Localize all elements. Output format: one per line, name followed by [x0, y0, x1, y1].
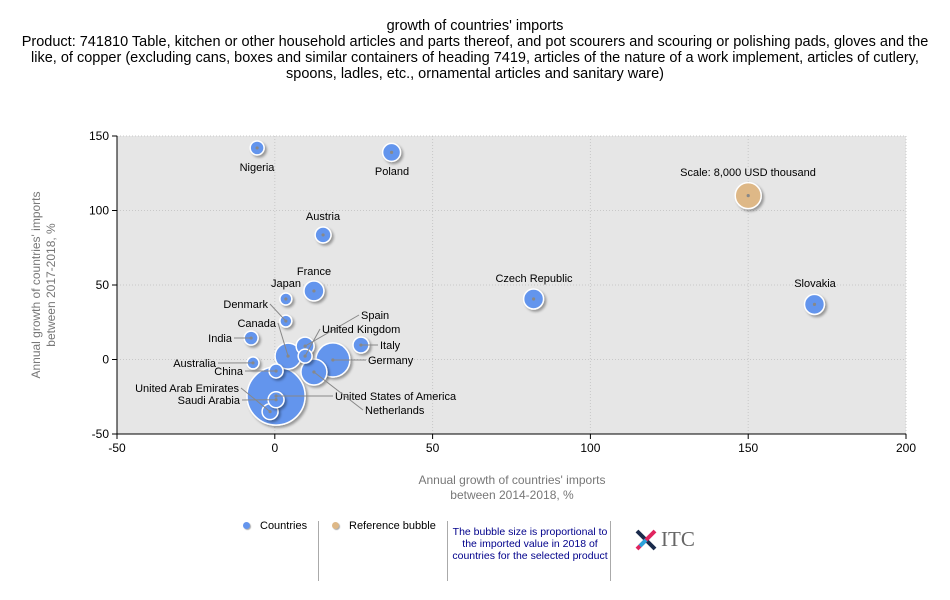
x-tick-label: 150 — [738, 441, 758, 455]
bubble-label: Austria — [306, 211, 341, 223]
y-tick-label: -50 — [92, 427, 110, 441]
x-tick-label: 0 — [271, 441, 278, 455]
bubble-center-dot — [255, 146, 259, 150]
bubble-label: Scale: 8,000 USD thousand — [680, 167, 816, 179]
bubble-center-dot — [284, 297, 288, 301]
bubble-label: Czech Republic — [495, 273, 573, 285]
legend-divider — [610, 521, 611, 581]
y-tick-label: 150 — [89, 129, 109, 143]
chart-title-block: growth of countries' imports Product: 74… — [20, 18, 930, 82]
label-leader-line — [277, 322, 289, 357]
legend-reference-label: Reference bubble — [349, 520, 436, 532]
bubble-label: United Kingdom — [322, 324, 400, 336]
bubble-center-dot — [389, 150, 394, 154]
y-tick-label: 100 — [89, 204, 109, 218]
bubble-label: France — [297, 266, 331, 278]
bubble-label: United Arab Emirates — [135, 383, 239, 395]
label-leader-line — [304, 314, 360, 347]
bubble-label: China — [214, 366, 244, 378]
bubble-center-dot — [812, 302, 817, 306]
label-leader-line — [304, 328, 321, 357]
label-leader-line — [313, 371, 364, 411]
bubble-label: Saudi Arabia — [178, 395, 241, 407]
bubble-label: Spain — [361, 310, 389, 322]
x-tick-label: 100 — [580, 441, 600, 455]
countries-legend-marker — [243, 522, 250, 529]
bubble-label: Germany — [368, 355, 414, 367]
legend-reference[interactable]: Reference bubble — [332, 520, 436, 532]
y-axis-label: Annual growth of countries' importsbetwe… — [29, 191, 58, 378]
legend-divider — [447, 521, 448, 581]
legend-countries[interactable]: Countries — [243, 520, 307, 532]
bubble-label: Italy — [380, 340, 401, 352]
bubble-label: Australia — [173, 358, 217, 370]
legend-divider — [318, 521, 319, 581]
itc-logo: ITC — [634, 527, 695, 552]
x-tick-label: -50 — [108, 441, 126, 455]
bubble-center-dot — [321, 233, 325, 237]
bubble-label: India — [208, 333, 233, 345]
y-tick-label: 50 — [96, 278, 110, 292]
bubble-label: United States of America — [335, 391, 457, 403]
bubble-label: Denmark — [223, 299, 268, 311]
bubble-label: Slovakia — [794, 278, 836, 290]
bubble-size-note: The bubble size is proportional to the i… — [452, 526, 608, 562]
bubble-center-dot — [312, 289, 316, 293]
x-axis-label: Annual growth of countries' imports betwe… — [418, 473, 605, 502]
bubble-label: Nigeria — [240, 162, 276, 174]
x-tick-label: 200 — [896, 441, 916, 455]
bubble-label: Japan — [271, 278, 301, 290]
chart-subtitle: Product: 741810 Table, kitchen or other … — [21, 34, 929, 82]
reference-legend-marker — [332, 522, 339, 529]
bubble-label: Poland — [375, 166, 409, 178]
y-tick-label: 0 — [102, 353, 109, 367]
chart-title: growth of countries' imports — [386, 18, 564, 34]
label-leader-line — [269, 303, 287, 322]
itc-logo-mark — [635, 529, 657, 550]
bubble-label: Canada — [237, 318, 276, 330]
bubble-label: Netherlands — [365, 405, 425, 417]
bubble-center-dot — [531, 297, 536, 301]
bubble-center-dot — [746, 194, 750, 198]
itc-logo-text: ITC — [661, 527, 695, 551]
legend-countries-label: Countries — [260, 520, 308, 532]
x-tick-label: 50 — [426, 441, 440, 455]
